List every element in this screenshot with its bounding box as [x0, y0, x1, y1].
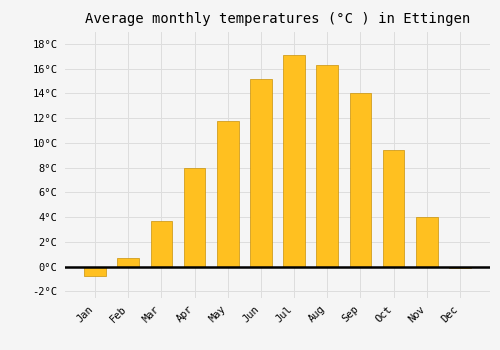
Bar: [250, 78, 272, 267]
Bar: [150, 221, 172, 267]
Bar: [217, 121, 238, 267]
Bar: [184, 168, 206, 267]
Bar: [118, 258, 139, 267]
Bar: [416, 217, 438, 267]
Bar: [350, 93, 371, 267]
Bar: [383, 150, 404, 267]
Bar: [449, 267, 470, 268]
Bar: [316, 65, 338, 267]
Bar: [284, 55, 305, 267]
Bar: [84, 267, 106, 276]
Title: Average monthly temperatures (°C ) in Ettingen: Average monthly temperatures (°C ) in Et…: [85, 12, 470, 26]
